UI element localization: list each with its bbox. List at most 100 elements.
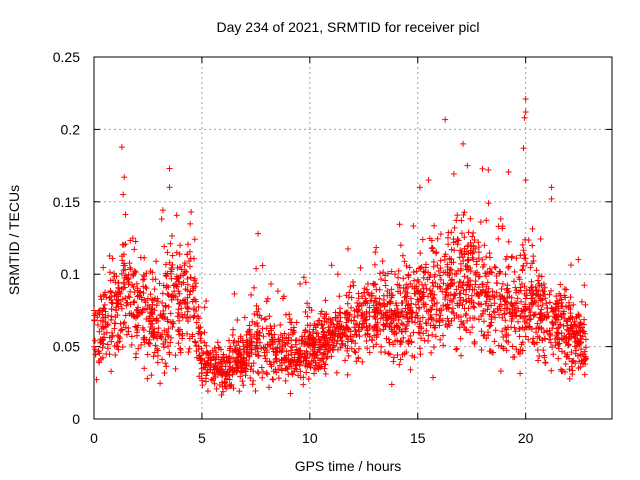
data-point: [483, 298, 490, 305]
data-point: [159, 207, 166, 214]
data-point: [547, 332, 554, 339]
data-point: [300, 274, 307, 281]
data-point: [478, 328, 485, 335]
data-point: [258, 364, 265, 371]
data-point: [263, 358, 270, 365]
data-point: [495, 223, 502, 230]
data-point: [203, 298, 210, 305]
data-point: [308, 307, 315, 314]
data-point: [432, 333, 439, 340]
data-point: [321, 365, 328, 372]
data-point: [450, 170, 457, 177]
data-point: [491, 338, 498, 345]
data-point: [173, 212, 180, 219]
data-point: [519, 347, 526, 354]
data-point: [108, 306, 115, 313]
data-point: [460, 287, 467, 294]
data-point: [393, 302, 400, 309]
data-point: [480, 263, 487, 270]
data-point: [457, 335, 464, 342]
data-point: [554, 339, 561, 346]
data-point: [444, 234, 451, 241]
data-point: [155, 325, 162, 332]
data-point: [497, 269, 504, 276]
data-point: [266, 384, 273, 391]
data-point: [98, 296, 105, 303]
data-point: [518, 341, 525, 348]
data-point: [260, 344, 267, 351]
data-point: [556, 290, 563, 297]
data-point: [428, 349, 435, 356]
data-point: [282, 365, 289, 372]
data-point: [231, 290, 238, 297]
data-point: [153, 258, 160, 265]
data-point: [429, 331, 436, 338]
data-point: [572, 360, 579, 367]
data-point: [247, 366, 254, 373]
data-point: [408, 300, 415, 307]
data-point: [120, 267, 127, 274]
data-point: [531, 297, 538, 304]
data-point: [512, 328, 519, 335]
data-point: [459, 230, 466, 237]
data-point: [403, 322, 410, 329]
data-point: [404, 302, 411, 309]
data-point: [436, 272, 443, 279]
data-point: [484, 279, 491, 286]
data-point: [431, 222, 438, 229]
data-point: [363, 337, 370, 344]
data-point: [505, 238, 512, 245]
data-point: [410, 269, 417, 276]
data-point: [499, 225, 506, 232]
data-point: [541, 288, 548, 295]
data-point: [515, 305, 522, 312]
data-point: [449, 298, 456, 305]
data-point: [282, 377, 289, 384]
data-point: [103, 294, 110, 301]
data-point: [373, 299, 380, 306]
data-point: [231, 337, 238, 344]
data-point: [455, 267, 462, 274]
data-point: [457, 290, 464, 297]
data-point: [161, 344, 168, 351]
data-point: [364, 345, 371, 352]
data-point: [471, 236, 478, 243]
data-point: [534, 346, 541, 353]
data-point: [483, 335, 490, 342]
data-point: [517, 370, 524, 377]
data-point: [112, 352, 119, 359]
data-point: [93, 376, 100, 383]
data-point: [511, 354, 518, 361]
data-point: [469, 324, 476, 331]
data-point: [463, 310, 470, 317]
data-point: [465, 229, 472, 236]
data-point: [246, 322, 253, 329]
data-point: [575, 365, 582, 372]
data-point: [210, 364, 217, 371]
data-point: [437, 312, 444, 319]
data-point: [549, 344, 556, 351]
data-point: [380, 269, 387, 276]
data-point: [277, 332, 284, 339]
data-point: [539, 302, 546, 309]
data-point: [154, 359, 161, 366]
data-point: [356, 333, 363, 340]
data-point: [516, 276, 523, 283]
data-point: [405, 301, 412, 308]
data-point: [147, 323, 154, 330]
data-point: [270, 359, 277, 366]
data-point: [115, 346, 122, 353]
data-point: [419, 236, 426, 243]
data-point: [131, 246, 138, 253]
data-point: [505, 168, 512, 175]
data-point: [513, 255, 520, 262]
data-point: [266, 313, 273, 320]
data-point: [540, 329, 547, 336]
data-point: [460, 320, 467, 327]
data-point: [186, 263, 193, 270]
data-point: [509, 343, 516, 350]
data-point: [581, 356, 588, 363]
data-point: [144, 351, 151, 358]
data-point: [411, 277, 418, 284]
